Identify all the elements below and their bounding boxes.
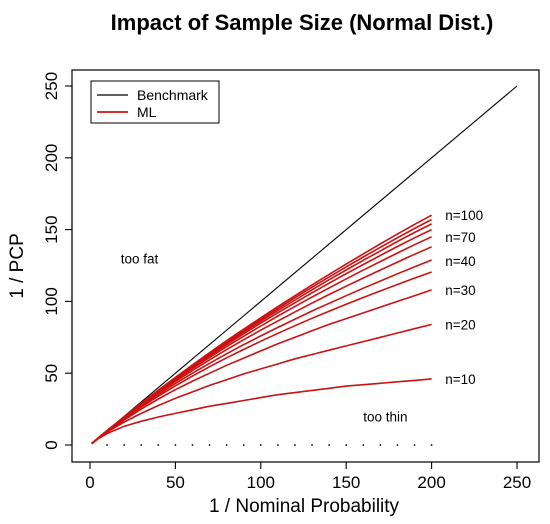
y-tick-label: 200 <box>42 144 61 172</box>
baseline-dot <box>225 444 228 446</box>
y-axis-label: 1 / PCP <box>7 233 28 298</box>
y-axis: 0 50 100 150 200 250 <box>42 72 73 450</box>
baseline-dot <box>242 444 245 446</box>
baseline-dot <box>379 444 382 446</box>
annotation-n-70: n=70 <box>445 230 475 245</box>
baseline-dot <box>276 444 279 446</box>
annotation-n-20: n=20 <box>445 317 475 332</box>
x-axis-label: 1 / Nominal Probability <box>209 496 400 517</box>
legend-label-ml: ML <box>137 104 157 120</box>
baseline-dot <box>106 444 108 446</box>
baseline-dot <box>191 444 194 446</box>
legend-label-benchmark: Benchmark <box>137 87 209 103</box>
x-tick-label: 200 <box>417 473 445 492</box>
y-tick-label: 0 <box>42 440 61 449</box>
annotation-n-40: n=40 <box>445 254 475 269</box>
baseline-dot <box>157 444 160 446</box>
legend: Benchmark ML <box>90 80 220 124</box>
baseline-dot <box>311 444 313 446</box>
baseline-dot <box>430 444 433 446</box>
baseline-dot <box>174 444 177 446</box>
baseline-dot <box>208 444 211 446</box>
x-tick-label: 0 <box>85 473 94 492</box>
baseline-dot <box>345 444 348 446</box>
benchmark-line <box>91 85 518 445</box>
y-tick-label: 100 <box>42 287 61 315</box>
annotation-n-100: n=100 <box>445 208 483 223</box>
baseline-dot <box>123 444 126 446</box>
x-tick-label: 100 <box>247 473 275 492</box>
x-tick-label: 50 <box>166 473 185 492</box>
baseline-dot <box>413 444 416 446</box>
annotations: too fat too thin n=100 n=70 n=40 n=30 n=20 n=10 <box>121 208 483 424</box>
baseline-dot <box>396 444 399 446</box>
annotation-n-10: n=10 <box>445 372 475 387</box>
ml-series-line-n-30 <box>91 289 432 445</box>
y-tick-label: 150 <box>42 215 61 243</box>
annotation-n-30: n=30 <box>445 283 475 298</box>
x-tick-label: 150 <box>332 473 360 492</box>
baseline-dot <box>294 444 296 446</box>
baseline-dot <box>140 444 143 446</box>
series-group <box>91 85 518 445</box>
chart-title: Impact of Sample Size (Normal Dist.) <box>111 10 494 35</box>
legend-box <box>90 80 220 124</box>
annotation-too-thin: too thin <box>363 409 407 424</box>
baseline-dots <box>106 444 433 446</box>
baseline-dot <box>259 444 262 446</box>
baseline-dot <box>362 444 365 446</box>
ml-series-line-n-20 <box>91 323 432 445</box>
y-tick-label: 250 <box>42 72 61 100</box>
x-axis: 0 50 100 150 200 250 <box>85 461 531 492</box>
ml-series-line-n-10 <box>91 378 432 445</box>
annotation-too-fat: too fat <box>121 251 159 266</box>
x-tick-label: 250 <box>503 473 531 492</box>
y-tick-label: 50 <box>42 364 61 383</box>
ml-series-line-n-100 <box>91 214 432 445</box>
baseline-dot <box>328 444 331 446</box>
